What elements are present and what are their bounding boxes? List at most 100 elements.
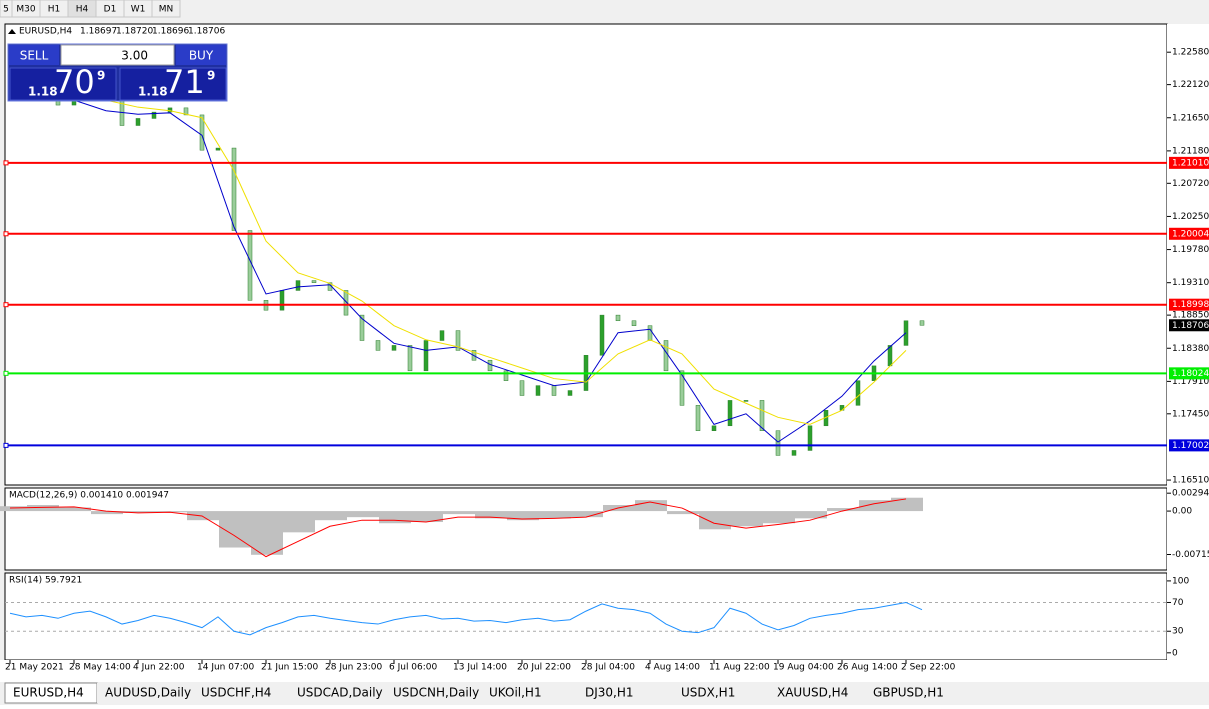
- x-tick-label: 28 Jun 23:00: [325, 663, 382, 673]
- timeframe-label[interactable]: W1: [131, 5, 146, 15]
- x-tick-label: 11 Aug 22:00: [709, 663, 770, 673]
- rsi-line: [9, 601, 923, 636]
- macd-bar: [571, 511, 603, 518]
- chart-tab[interactable]: [865, 683, 961, 703]
- y-tick-label: -0.00715: [1172, 550, 1209, 560]
- chart-tab-label[interactable]: USDCNH,Daily: [393, 686, 479, 700]
- price-bar: [295, 280, 301, 291]
- timeframe-label[interactable]: D1: [104, 5, 117, 15]
- sell-label[interactable]: SELL: [20, 49, 49, 63]
- macd-bar: [123, 511, 155, 513]
- price-bar: [439, 330, 445, 341]
- price-bar: [551, 385, 557, 396]
- macd-bar: [827, 508, 859, 512]
- macd-bar: [635, 500, 667, 512]
- macd-bar: [475, 511, 507, 519]
- timeframe-label[interactable]: MN: [159, 5, 174, 15]
- price-bar: [743, 400, 749, 402]
- y-tick-label: 0.002947: [1172, 489, 1209, 499]
- price-bar: [807, 425, 813, 451]
- chart-tab[interactable]: [577, 683, 673, 703]
- price-bar: [375, 340, 381, 351]
- x-tick-label: 21 Jun 15:00: [261, 663, 318, 673]
- quote: 1.18720: [116, 27, 153, 37]
- chart-tab-label[interactable]: DJ30,H1: [585, 686, 634, 700]
- y-tick-label: 1.21650: [1172, 113, 1209, 123]
- macd-bar: [315, 511, 347, 521]
- level-handle: [3, 302, 9, 308]
- chart-tab[interactable]: [97, 683, 193, 703]
- chart-tab[interactable]: [289, 683, 385, 703]
- level-tag: [1169, 439, 1209, 452]
- symbol-arrow: [8, 29, 16, 34]
- macd-bar: [0, 506, 27, 512]
- macd-panel: [4, 487, 1168, 571]
- chart-tab-label[interactable]: AUDUSD,Daily: [105, 686, 191, 700]
- moving-average: [9, 92, 907, 425]
- macd-bar: [795, 511, 827, 519]
- timeframe-label[interactable]: M30: [16, 5, 35, 15]
- timeframe-button[interactable]: [151, 0, 181, 18]
- price-bar: [215, 147, 221, 151]
- chart-tab[interactable]: [673, 683, 769, 703]
- macd-bar: [91, 511, 123, 515]
- macd-bar: [891, 497, 923, 512]
- x-tick-label: 21 May 2021: [5, 663, 64, 673]
- price-big: 71: [164, 63, 205, 101]
- timeframe-label[interactable]: H4: [76, 5, 89, 15]
- x-tick-label: 13 Jul 14:00: [453, 663, 507, 673]
- y-tick-label: 1.20250: [1172, 212, 1209, 222]
- level-label: 1.18998: [1172, 300, 1209, 310]
- price-bar: [647, 325, 653, 341]
- macd-bar: [155, 511, 187, 513]
- buy-button[interactable]: [176, 45, 226, 65]
- price-bar: [407, 345, 413, 372]
- macd-bar: [59, 507, 91, 512]
- chart-tab-label[interactable]: USDCAD,Daily: [297, 686, 383, 700]
- x-tick-label: 4 Aug 14:00: [645, 663, 700, 673]
- price-bar: [231, 147, 237, 231]
- sell-button[interactable]: [9, 45, 59, 65]
- price-bar: [151, 111, 157, 119]
- chart-tab[interactable]: [193, 683, 289, 703]
- chart-tab-label[interactable]: USDX,H1: [681, 686, 735, 700]
- x-tick-label: 19 Aug 04:00: [773, 663, 834, 673]
- price-bar: [727, 400, 733, 427]
- x-tick-label: 28 May 14:00: [69, 663, 131, 673]
- macd-bar: [731, 511, 763, 527]
- price-bar: [279, 290, 285, 311]
- macd-bar: [411, 511, 443, 523]
- y-tick-label: 1.17910: [1172, 377, 1209, 387]
- price-bar: [359, 314, 365, 341]
- chart-tab[interactable]: [385, 683, 481, 703]
- price-prefix: 1.18: [138, 85, 168, 99]
- level-label: 1.17002: [1172, 441, 1209, 451]
- volume-field[interactable]: [60, 44, 175, 66]
- level-tag: [1169, 227, 1209, 240]
- price-small: 9: [207, 69, 215, 83]
- timeframe-label[interactable]: 5: [3, 5, 9, 15]
- macd-bar: [251, 511, 283, 555]
- volume-value[interactable]: 3.00: [121, 49, 148, 63]
- chart-tab-label[interactable]: EURUSD,H4: [13, 686, 84, 700]
- y-tick-label: 1.22120: [1172, 80, 1209, 90]
- x-tick-label: 4 Jun 22:00: [133, 663, 185, 673]
- chart-tab-label[interactable]: GBPUSD,H1: [873, 686, 944, 700]
- macd-bar: [283, 511, 315, 533]
- price-small: 9: [97, 69, 105, 83]
- price-bar: [599, 314, 605, 356]
- chart-tab[interactable]: [481, 683, 577, 703]
- y-tick-label: 1.18850: [1172, 311, 1209, 321]
- quote: 1.18706: [188, 27, 225, 37]
- y-tick-label: 1.18380: [1172, 344, 1209, 354]
- chart-tab[interactable]: [769, 683, 865, 703]
- y-tick-label: 70: [1172, 598, 1184, 608]
- chart-tab-label[interactable]: USDCHF,H4: [201, 686, 271, 700]
- chart-tab-label[interactable]: UKOil,H1: [489, 686, 542, 700]
- chart-tab-label[interactable]: XAUUSD,H4: [777, 686, 848, 700]
- x-tick-label: 14 Jun 07:00: [197, 663, 254, 673]
- price-bar: [423, 340, 429, 372]
- timeframe-label[interactable]: H1: [48, 5, 61, 15]
- macd-bar: [699, 511, 731, 530]
- buy-label[interactable]: BUY: [189, 49, 214, 63]
